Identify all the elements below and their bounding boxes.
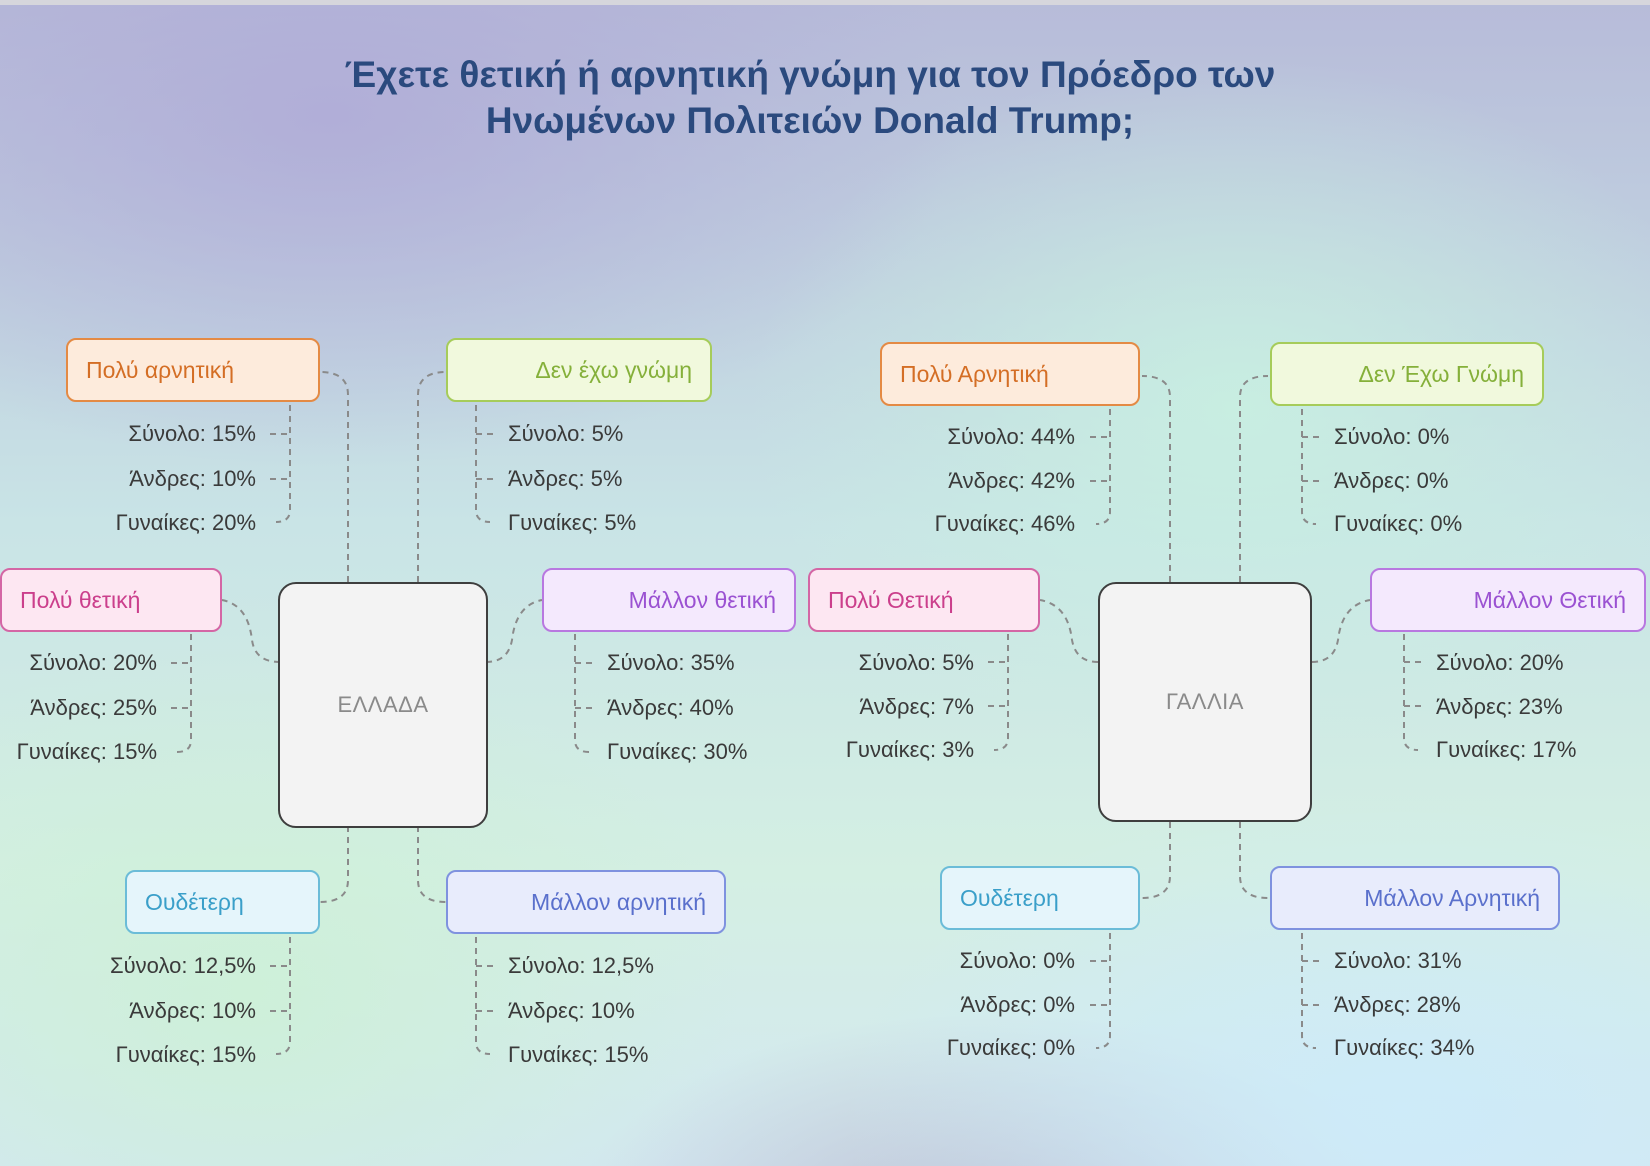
stat-france-no-opinion-total: Σύνολο: 0% xyxy=(1334,424,1450,449)
stat-france-rather-positive-women: Γυναίκες: 17% xyxy=(1436,737,1577,762)
stat-greece-rather-negative-men: Άνδρες: 10% xyxy=(508,998,635,1023)
top-strip xyxy=(0,0,1650,5)
stat-france-neutral-women: Γυναίκες: 0% xyxy=(946,1035,1075,1060)
category-greece-no-opinion: Δεν έχω γνώμη xyxy=(446,338,712,402)
category-france-neutral: Ουδέτερη xyxy=(940,866,1140,930)
category-france-no-opinion: Δεν Έχω Γνώμη xyxy=(1270,342,1544,406)
stat-france-very-negative-men: Άνδρες: 42% xyxy=(948,468,1075,493)
stat-france-very-positive-women: Γυναίκες: 3% xyxy=(845,737,974,762)
stat-france-rather-negative-men: Άνδρες: 28% xyxy=(1334,992,1461,1017)
stat-greece-no-opinion-women: Γυναίκες: 5% xyxy=(508,510,637,535)
stat-greece-no-opinion-total: Σύνολο: 5% xyxy=(508,421,624,446)
stat-greece-no-opinion-men: Άνδρες: 5% xyxy=(508,466,623,491)
category-greece-rather-positive: Μάλλον θετική xyxy=(542,568,796,632)
page-title: Έχετε θετική ή αρνητική γνώμη για τον Πρ… xyxy=(230,52,1390,144)
stat-france-rather-negative-total: Σύνολο: 31% xyxy=(1334,948,1462,973)
center-node-greece: ΕΛΛΑΔΑ xyxy=(278,582,488,828)
stat-france-rather-positive-men: Άνδρες: 23% xyxy=(1436,694,1563,719)
stat-france-very-positive-total: Σύνολο: 5% xyxy=(858,650,974,675)
category-greece-very-positive: Πολύ θετική xyxy=(0,568,222,632)
stat-greece-very-negative-women: Γυναίκες: 20% xyxy=(115,510,256,535)
stat-france-neutral-total: Σύνολο: 0% xyxy=(959,948,1075,973)
stat-greece-very-positive-women: Γυναίκες: 15% xyxy=(16,739,157,764)
stat-greece-very-positive-total: Σύνολο: 20% xyxy=(29,650,157,675)
stat-greece-rather-positive-total: Σύνολο: 35% xyxy=(607,650,735,675)
category-france-very-negative: Πολύ Αρνητική xyxy=(880,342,1140,406)
stat-greece-rather-negative-total: Σύνολο: 12,5% xyxy=(508,953,654,978)
stat-greece-rather-negative-women: Γυναίκες: 15% xyxy=(508,1042,649,1067)
stat-greece-very-positive-men: Άνδρες: 25% xyxy=(30,695,157,720)
title-line-2: Ηνωμένων Πολιτειών Donald Trump; xyxy=(485,100,1135,141)
stat-france-very-negative-total: Σύνολο: 44% xyxy=(947,424,1075,449)
stat-greece-rather-positive-men: Άνδρες: 40% xyxy=(607,695,734,720)
stat-france-no-opinion-men: Άνδρες: 0% xyxy=(1334,468,1449,493)
stat-greece-neutral-total: Σύνολο: 12,5% xyxy=(110,953,256,978)
stat-france-neutral-men: Άνδρες: 0% xyxy=(960,992,1075,1017)
category-greece-very-negative: Πολύ αρνητική xyxy=(66,338,320,402)
stat-greece-very-negative-total: Σύνολο: 15% xyxy=(128,421,256,446)
category-france-rather-positive: Μάλλον Θετική xyxy=(1370,568,1646,632)
stat-france-very-negative-women: Γυναίκες: 46% xyxy=(934,511,1075,536)
stat-greece-neutral-women: Γυναίκες: 15% xyxy=(115,1042,256,1067)
stat-greece-very-negative-men: Άνδρες: 10% xyxy=(129,466,256,491)
category-greece-neutral: Ουδέτερη xyxy=(125,870,320,934)
title-line-1: Έχετε θετική ή αρνητική γνώμη για τον Πρ… xyxy=(344,54,1276,95)
stat-france-rather-positive-total: Σύνολο: 20% xyxy=(1436,650,1564,675)
category-france-rather-negative: Μάλλον Αρνητική xyxy=(1270,866,1560,930)
category-france-very-positive: Πολύ Θετική xyxy=(808,568,1040,632)
stat-greece-neutral-men: Άνδρες: 10% xyxy=(129,998,256,1023)
stat-greece-rather-positive-women: Γυναίκες: 30% xyxy=(607,739,748,764)
category-greece-rather-negative: Μάλλον αρνητική xyxy=(446,870,726,934)
stat-france-rather-negative-women: Γυναίκες: 34% xyxy=(1334,1035,1475,1060)
center-node-france: ΓΑΛΛΙΑ xyxy=(1098,582,1312,822)
stat-france-no-opinion-women: Γυναίκες: 0% xyxy=(1334,511,1463,536)
stat-france-very-positive-men: Άνδρες: 7% xyxy=(859,694,974,719)
